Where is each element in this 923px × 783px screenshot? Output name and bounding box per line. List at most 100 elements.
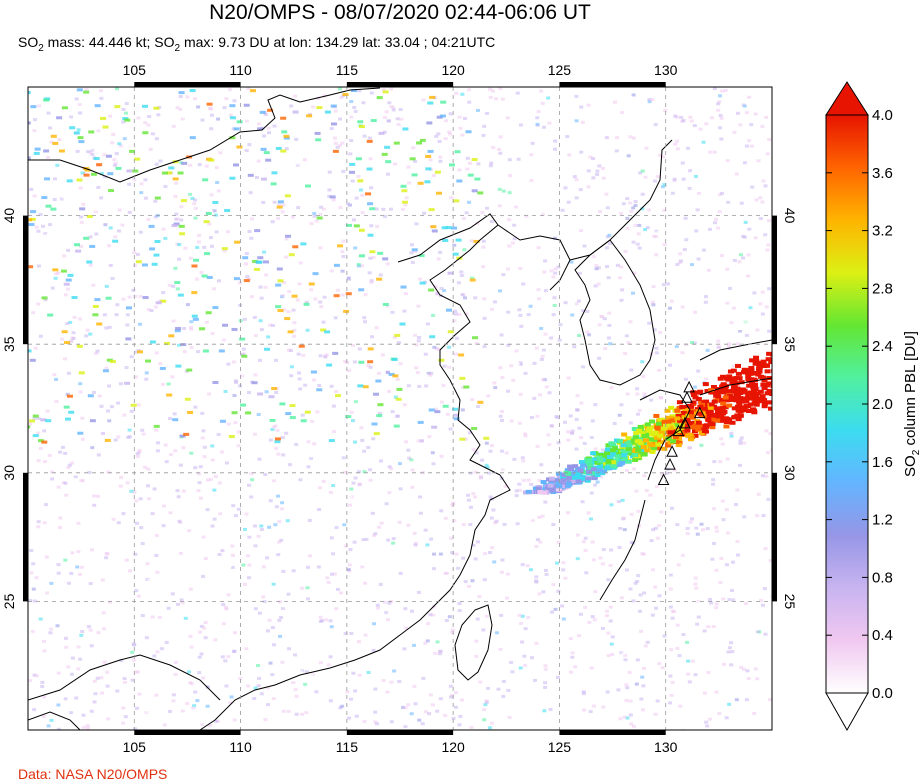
so2-pixel <box>453 352 458 356</box>
so2-pixel <box>146 217 151 221</box>
so2-pixel <box>288 349 293 353</box>
plume-pixel <box>779 380 785 384</box>
plume-pixel <box>756 367 763 372</box>
so2-pixel <box>234 380 239 384</box>
so2-pixel <box>36 264 41 268</box>
so2-pixel <box>113 438 118 442</box>
plume-pixel <box>732 414 739 419</box>
so2-pixel <box>195 699 200 703</box>
so2-pixel <box>746 253 751 257</box>
so2-pixel <box>397 520 402 524</box>
so2-pixel <box>375 561 380 565</box>
so2-pixel <box>578 143 583 147</box>
so2-pixel <box>453 417 460 421</box>
so2-pixel <box>90 172 97 176</box>
so2-pixel <box>423 710 428 714</box>
plume-pixel <box>692 395 699 400</box>
so2-pixel <box>711 482 716 486</box>
so2-pixel <box>152 654 157 658</box>
so2-pixel <box>345 415 352 419</box>
so2-pixel <box>83 460 88 464</box>
so2-pixel <box>428 288 435 292</box>
so2-pixel <box>389 680 394 684</box>
so2-pixel <box>31 311 36 315</box>
so2-pixel <box>104 284 109 288</box>
so2-pixel <box>488 449 493 453</box>
so2-pixel <box>292 321 297 325</box>
plume-pixel <box>733 396 740 401</box>
so2-pixel <box>335 145 340 149</box>
so2-pixel <box>589 666 594 670</box>
so2-pixel <box>228 602 233 606</box>
so2-pixel <box>324 330 331 334</box>
so2-pixel <box>85 726 90 730</box>
so2-pixel <box>146 484 151 488</box>
plume-pixel <box>632 452 639 457</box>
so2-pixel <box>716 102 721 106</box>
so2-pixel <box>209 127 214 131</box>
so2-pixel <box>731 306 736 310</box>
plume-pixel <box>617 462 624 467</box>
so2-pixel <box>362 385 369 389</box>
so2-pixel <box>69 571 74 575</box>
plume-pixel <box>665 419 672 424</box>
plume-pixel <box>586 462 593 467</box>
so2-pixel <box>357 673 362 677</box>
so2-pixel <box>28 632 33 636</box>
so2-pixel <box>382 302 389 306</box>
so2-pixel <box>111 517 116 521</box>
so2-pixel <box>188 587 193 591</box>
so2-pixel <box>340 704 345 708</box>
so2-pixel <box>212 488 217 492</box>
so2-pixel <box>458 353 465 357</box>
so2-pixel <box>275 283 282 287</box>
so2-pixel <box>125 674 130 678</box>
so2-pixel <box>620 288 625 292</box>
so2-pixel <box>519 324 524 328</box>
so2-pixel <box>266 335 271 339</box>
so2-pixel <box>110 141 115 145</box>
so2-pixel <box>265 629 270 633</box>
so2-pixel <box>145 359 152 363</box>
so2-pixel <box>114 313 119 317</box>
so2-pixel <box>203 220 210 224</box>
plume-pixel <box>669 418 676 423</box>
so2-pixel <box>747 139 752 143</box>
so2-pixel <box>488 551 493 555</box>
coastline-japan-honshu <box>699 339 772 361</box>
plume-pixel <box>776 403 782 407</box>
so2-pixel <box>387 491 392 495</box>
plume-pixel <box>773 371 779 375</box>
so2-pixel <box>62 196 67 200</box>
so2-pixel <box>417 419 422 423</box>
so2-pixel <box>670 191 675 195</box>
so2-pixel <box>178 95 183 99</box>
so2-pixel <box>210 508 215 512</box>
so2-pixel <box>619 298 624 302</box>
plume-pixel <box>709 425 716 430</box>
so2-pixel <box>169 453 174 457</box>
so2-pixel <box>606 631 611 635</box>
so2-pixel <box>604 136 609 140</box>
so2-pixel <box>38 447 43 451</box>
plume-pixel <box>646 437 653 442</box>
so2-pixel <box>297 282 302 286</box>
so2-pixel <box>88 332 93 336</box>
so2-pixel <box>572 345 577 349</box>
so2-pixel <box>46 155 51 159</box>
plume-pixel <box>782 359 788 363</box>
so2-pixel <box>652 234 657 238</box>
so2-pixel <box>64 297 69 301</box>
so2-pixel <box>666 282 671 286</box>
plume-pixel <box>560 478 567 483</box>
so2-pixel <box>683 377 688 381</box>
so2-pixel <box>160 382 165 386</box>
volcano-marker <box>681 391 693 403</box>
so2-pixel <box>506 310 511 314</box>
so2-pixel <box>312 214 317 218</box>
so2-pixel <box>102 125 109 129</box>
so2-pixel <box>189 327 194 331</box>
so2-pixel <box>304 300 309 304</box>
so2-pixel <box>50 207 57 211</box>
